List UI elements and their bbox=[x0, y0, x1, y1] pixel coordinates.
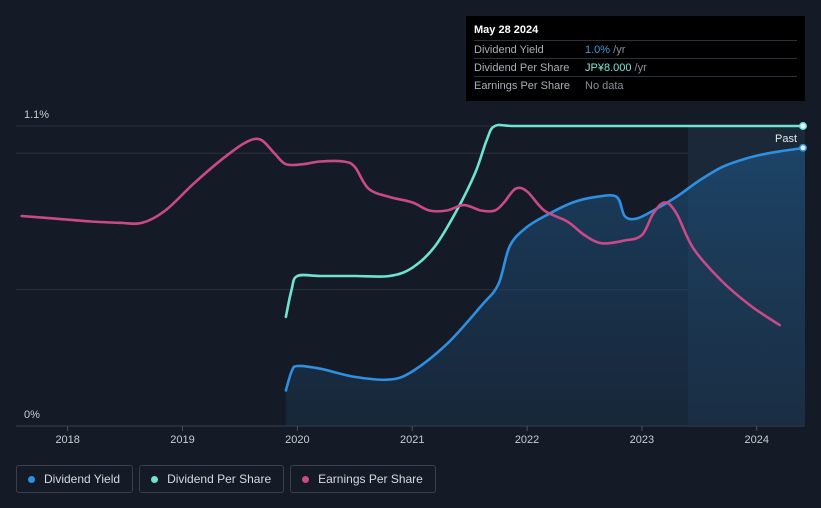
tooltip-row-eps: Earnings Per Share No data bbox=[474, 76, 797, 94]
tooltip-row-yield: Dividend Yield 1.0% /yr bbox=[474, 40, 797, 58]
tooltip: May 28 2024 Dividend Yield 1.0% /yr Divi… bbox=[466, 16, 805, 101]
x-tick-label: 2019 bbox=[170, 434, 194, 446]
legend-item-dividend-yield[interactable]: Dividend Yield bbox=[16, 465, 134, 493]
tooltip-unit: /yr bbox=[631, 61, 647, 74]
x-tick-label: 2021 bbox=[400, 434, 424, 446]
series-end-marker bbox=[799, 122, 807, 130]
legend-dot-icon bbox=[302, 475, 310, 483]
legend-label: Dividend Per Share bbox=[167, 472, 272, 486]
tooltip-unit: /yr bbox=[610, 43, 626, 56]
series-end-marker bbox=[799, 143, 807, 152]
legend-item-dividend-per-share[interactable]: Dividend Per Share bbox=[139, 465, 285, 493]
x-tick-label: 2024 bbox=[745, 434, 769, 446]
earnings-per-share-line bbox=[20, 137, 781, 327]
x-tick-label: 2023 bbox=[630, 434, 654, 446]
legend: Dividend Yield Dividend Per Share Earnin… bbox=[16, 465, 436, 493]
dividend-yield-line bbox=[284, 146, 807, 392]
axis-layer: 1.1% 0% 2018 2019 2020 2021 2022 2023 2024 Past bbox=[24, 109, 797, 446]
legend-item-earnings-per-share[interactable]: Earnings Per Share bbox=[290, 465, 436, 493]
tooltip-label: Earnings Per Share bbox=[474, 79, 570, 92]
y-tick-label: 0% bbox=[24, 409, 40, 421]
tooltip-value: No data bbox=[585, 79, 624, 92]
legend-dot-icon bbox=[151, 475, 159, 483]
series-layer bbox=[20, 122, 807, 427]
tooltip-date: May 28 2024 bbox=[474, 24, 539, 36]
legend-label: Earnings Per Share bbox=[318, 472, 423, 486]
tooltip-label: Dividend Yield bbox=[474, 43, 544, 56]
tooltip-row-dps: Dividend Per Share JP¥8.000 /yr bbox=[474, 58, 797, 76]
legend-label: Dividend Yield bbox=[44, 472, 121, 486]
tooltip-value: JP¥8.000 bbox=[585, 61, 632, 74]
dividend-yield-area bbox=[285, 147, 805, 427]
dividend-per-share-line bbox=[284, 123, 807, 319]
past-label: Past bbox=[775, 133, 797, 145]
tooltip-value: 1.0% bbox=[585, 43, 611, 56]
tooltip-label: Dividend Per Share bbox=[474, 61, 570, 74]
x-tick-label: 2018 bbox=[55, 434, 79, 446]
x-tick-label: 2022 bbox=[515, 434, 539, 446]
legend-dot-icon bbox=[28, 475, 35, 483]
x-tick-label: 2020 bbox=[285, 434, 309, 446]
y-tick-label: 1.1% bbox=[24, 109, 49, 121]
